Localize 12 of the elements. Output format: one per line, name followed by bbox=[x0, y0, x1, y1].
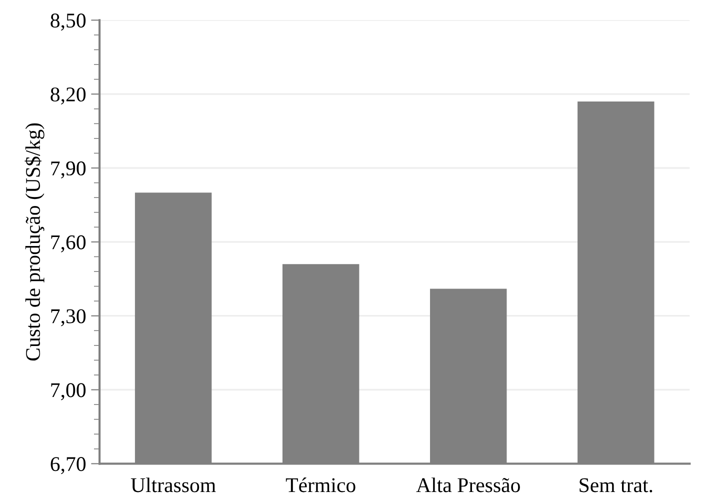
x-tick-label: Ultrassom bbox=[130, 478, 216, 492]
y-tick-label: 6,70 bbox=[50, 457, 86, 474]
y-axis-title: Custo de produção (US$/kg) bbox=[24, 123, 44, 361]
y-tick-label: 7,60 bbox=[51, 235, 86, 252]
x-tick-label: Térmico bbox=[286, 478, 356, 492]
x-tick-label: Alta Pressão bbox=[416, 478, 520, 492]
y-tick-label: 8,50 bbox=[50, 14, 86, 31]
x-tick-label: Sem trat. bbox=[580, 478, 652, 492]
y-tick-label: 7,90 bbox=[51, 161, 86, 178]
y-tick-label: 7,00 bbox=[51, 383, 86, 400]
y-tick-label: 8,20 bbox=[50, 87, 86, 105]
y-tick-label: 7,30 bbox=[51, 309, 86, 326]
